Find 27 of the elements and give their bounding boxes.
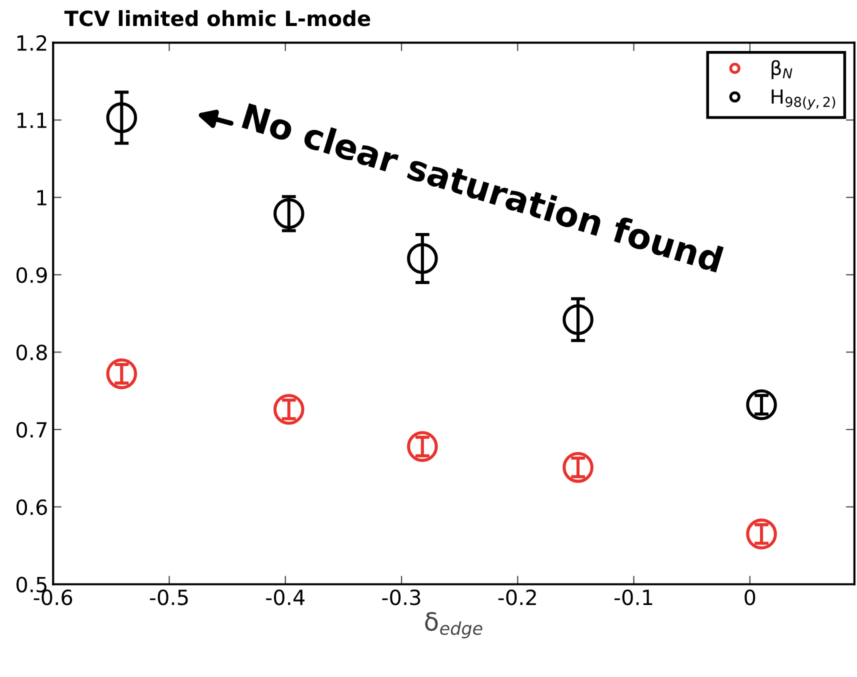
x-axis-title: δ$_{edge}$ bbox=[425, 612, 482, 638]
y-tick-label: 0.8 bbox=[16, 344, 47, 360]
y-tick-label: 1.2 bbox=[17, 35, 46, 51]
point bbox=[407, 431, 438, 462]
point bbox=[106, 102, 138, 134]
point bbox=[746, 518, 777, 550]
x-tick-label: -0.1 bbox=[614, 589, 652, 606]
x-tick-label: -0.3 bbox=[382, 589, 420, 606]
x-tick-label: -0.4 bbox=[266, 589, 305, 606]
point bbox=[562, 452, 594, 483]
x-tick-label: 0 bbox=[744, 589, 756, 606]
y-tick-label: 0.6 bbox=[16, 499, 47, 516]
x-tick-label: -0.5 bbox=[150, 589, 188, 606]
point bbox=[407, 243, 438, 274]
point bbox=[273, 198, 304, 230]
y-tick-label: 0.7 bbox=[16, 422, 46, 438]
point bbox=[562, 304, 594, 336]
legend-label: β$_{N}$ bbox=[772, 60, 792, 80]
y-tick-label: 0.9 bbox=[16, 267, 47, 283]
x-tick-label: -0.2 bbox=[498, 589, 536, 606]
legend-label: H$_{98(y,2)}$ bbox=[772, 90, 836, 110]
point bbox=[746, 389, 777, 420]
y-tick-label: 1 bbox=[37, 190, 46, 206]
point bbox=[273, 394, 304, 425]
y-tick-label: 1.1 bbox=[17, 112, 46, 128]
point bbox=[106, 358, 138, 390]
chart-title: TCV limited ohmic L-mode bbox=[64, 10, 370, 26]
